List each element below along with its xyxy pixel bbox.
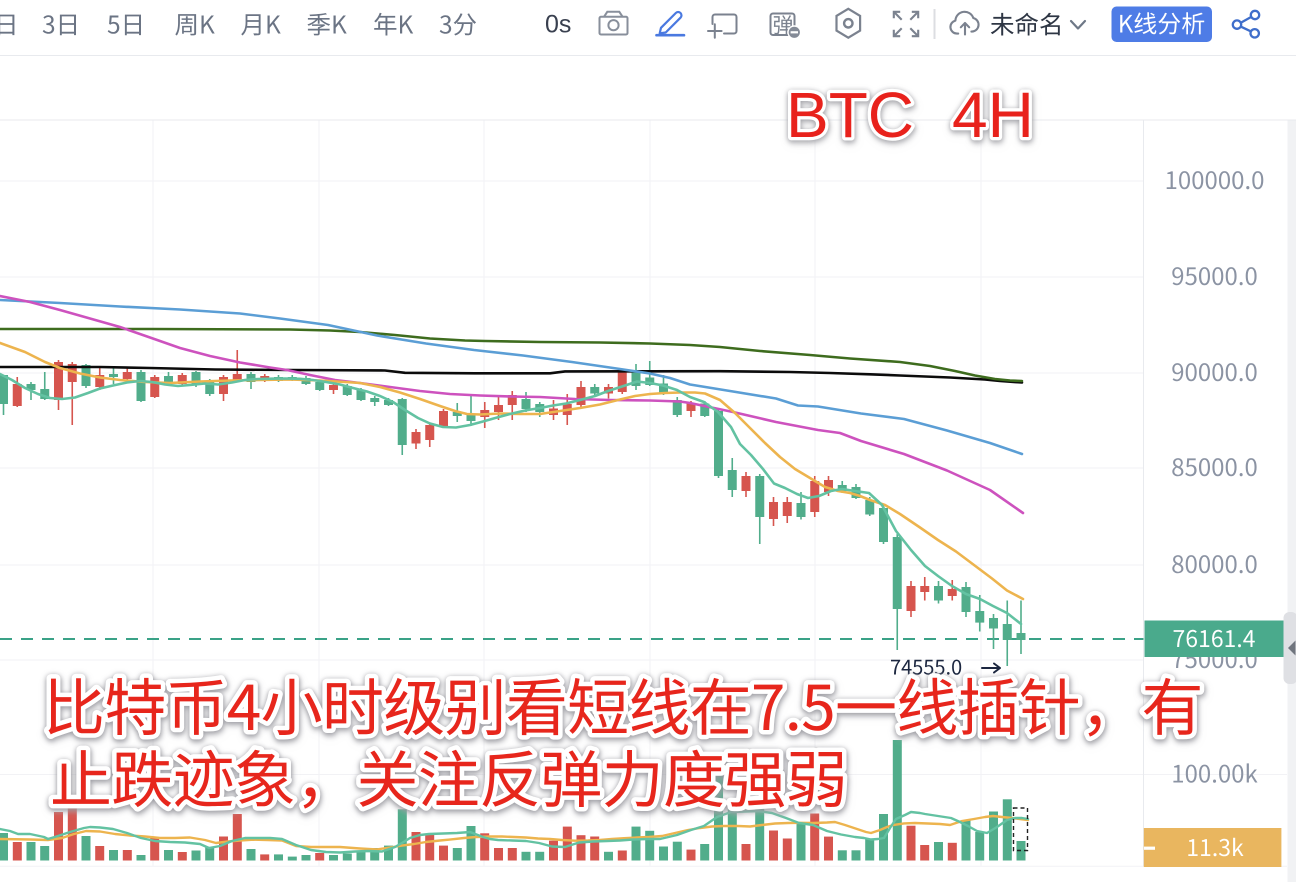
svg-text:0s: 0s xyxy=(545,11,571,39)
svg-text:BTC: BTC xyxy=(786,79,914,151)
svg-text:4H: 4H xyxy=(952,79,1034,151)
